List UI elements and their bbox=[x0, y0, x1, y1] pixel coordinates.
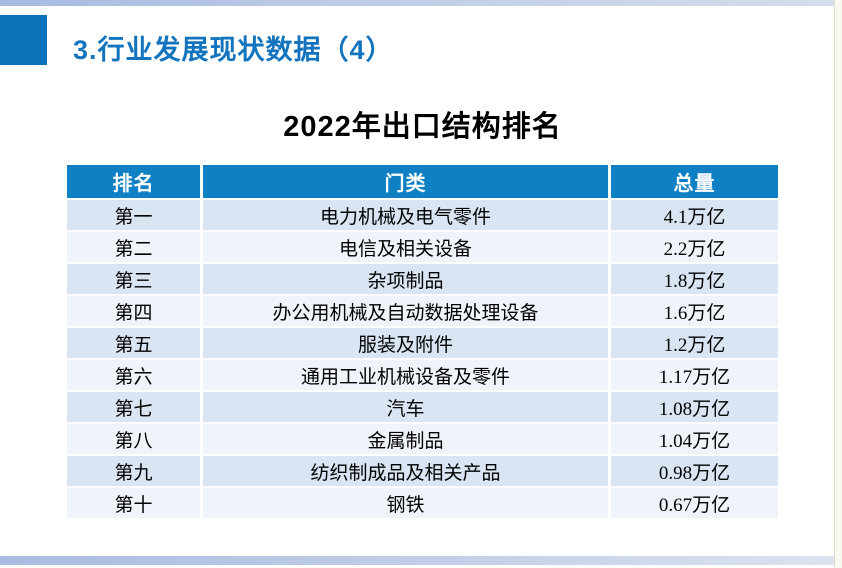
top-accent-bar bbox=[0, 0, 836, 6]
table-row: 第六 通用工业机械设备及零件 1.17万亿 bbox=[67, 360, 778, 390]
cell-rank: 第六 bbox=[67, 360, 200, 390]
cell-total: 1.08万亿 bbox=[611, 392, 778, 422]
cell-rank: 第四 bbox=[67, 296, 200, 326]
table-row: 第三 杂项制品 1.8万亿 bbox=[67, 264, 778, 294]
table-row: 第十 钢铁 0.67万亿 bbox=[67, 488, 778, 518]
column-header-category: 门类 bbox=[203, 165, 608, 198]
table-body: 第一 电力机械及电气零件 4.1万亿 第二 电信及相关设备 2.2万亿 第三 杂… bbox=[67, 200, 778, 518]
cell-category: 纺织制成品及相关产品 bbox=[203, 456, 608, 486]
slide-right-edge bbox=[834, 0, 842, 568]
cell-category: 通用工业机械设备及零件 bbox=[203, 360, 608, 390]
heading-accent-square bbox=[0, 15, 47, 65]
cell-rank: 第二 bbox=[67, 232, 200, 262]
column-header-rank: 排名 bbox=[67, 165, 200, 198]
column-header-total: 总量 bbox=[611, 165, 778, 198]
table-row: 第七 汽车 1.08万亿 bbox=[67, 392, 778, 422]
cell-total: 0.67万亿 bbox=[611, 488, 778, 518]
cell-rank: 第三 bbox=[67, 264, 200, 294]
cell-rank: 第九 bbox=[67, 456, 200, 486]
table-row: 第一 电力机械及电气零件 4.1万亿 bbox=[67, 200, 778, 230]
cell-rank: 第五 bbox=[67, 328, 200, 358]
table-row: 第四 办公用机械及自动数据处理设备 1.6万亿 bbox=[67, 296, 778, 326]
cell-category: 办公用机械及自动数据处理设备 bbox=[203, 296, 608, 326]
cell-total: 1.17万亿 bbox=[611, 360, 778, 390]
table-row: 第九 纺织制成品及相关产品 0.98万亿 bbox=[67, 456, 778, 486]
table-title: 2022年出口结构排名 bbox=[283, 111, 562, 143]
cell-total: 1.04万亿 bbox=[611, 424, 778, 454]
bottom-accent-bar bbox=[0, 556, 836, 565]
cell-rank: 第八 bbox=[67, 424, 200, 454]
table-row: 第二 电信及相关设备 2.2万亿 bbox=[67, 232, 778, 262]
cell-category: 电信及相关设备 bbox=[203, 232, 608, 262]
table-row: 第八 金属制品 1.04万亿 bbox=[67, 424, 778, 454]
cell-category: 汽车 bbox=[203, 392, 608, 422]
cell-category: 电力机械及电气零件 bbox=[203, 200, 608, 230]
cell-category: 钢铁 bbox=[203, 488, 608, 518]
cell-rank: 第十 bbox=[67, 488, 200, 518]
cell-total: 1.8万亿 bbox=[611, 264, 778, 294]
cell-total: 2.2万亿 bbox=[611, 232, 778, 262]
cell-rank: 第七 bbox=[67, 392, 200, 422]
table-header-row: 排名 门类 总量 bbox=[67, 165, 778, 198]
cell-total: 1.6万亿 bbox=[611, 296, 778, 326]
cell-category: 服装及附件 bbox=[203, 328, 608, 358]
export-ranking-table: 排名 门类 总量 第一 电力机械及电气零件 4.1万亿 第二 电信及相关设备 2… bbox=[67, 165, 778, 520]
cell-category: 金属制品 bbox=[203, 424, 608, 454]
cell-rank: 第一 bbox=[67, 200, 200, 230]
cell-total: 0.98万亿 bbox=[611, 456, 778, 486]
cell-category: 杂项制品 bbox=[203, 264, 608, 294]
slide-heading: 3.行业发展现状数据（4） bbox=[73, 35, 394, 65]
table-row: 第五 服装及附件 1.2万亿 bbox=[67, 328, 778, 358]
cell-total: 1.2万亿 bbox=[611, 328, 778, 358]
cell-total: 4.1万亿 bbox=[611, 200, 778, 230]
